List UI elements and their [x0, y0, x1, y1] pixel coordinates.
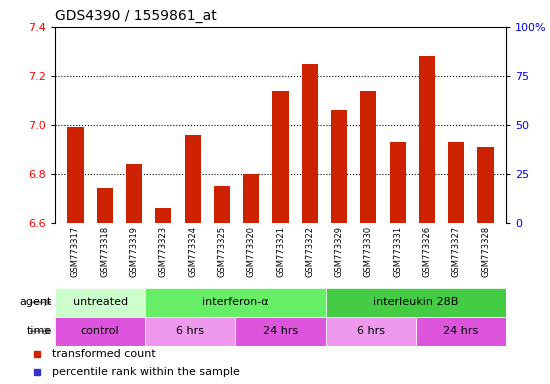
Text: GSM773324: GSM773324 — [188, 226, 197, 277]
Text: GSM773326: GSM773326 — [422, 226, 431, 277]
Point — [452, 83, 460, 89]
Text: GSM773329: GSM773329 — [334, 226, 344, 277]
Text: GSM773317: GSM773317 — [71, 226, 80, 277]
Bar — [272, 91, 289, 223]
Text: interferon-α: interferon-α — [202, 297, 269, 308]
Bar — [55, 288, 145, 317]
Bar — [302, 64, 318, 223]
Text: GSM773319: GSM773319 — [130, 226, 139, 277]
Bar — [416, 317, 506, 346]
Text: GSM773325: GSM773325 — [217, 226, 227, 277]
Bar — [235, 317, 326, 346]
Bar — [477, 147, 493, 223]
Text: time: time — [27, 326, 52, 336]
Bar — [185, 135, 201, 223]
Text: control: control — [81, 326, 119, 336]
Bar — [155, 208, 172, 223]
Point — [422, 79, 431, 85]
Bar — [145, 317, 235, 346]
Bar — [243, 174, 259, 223]
Bar — [326, 317, 416, 346]
Point — [188, 84, 197, 91]
Point — [101, 84, 109, 91]
Point — [71, 81, 80, 87]
Text: GSM773330: GSM773330 — [364, 226, 373, 277]
Point — [364, 81, 373, 87]
Text: 6 hrs: 6 hrs — [177, 326, 204, 336]
Point — [218, 90, 227, 96]
Bar — [145, 288, 326, 317]
Text: GSM773320: GSM773320 — [247, 226, 256, 277]
Bar — [326, 288, 506, 317]
Bar — [68, 127, 84, 223]
Point — [159, 96, 168, 103]
Text: GSM773322: GSM773322 — [305, 226, 314, 277]
Point — [305, 79, 314, 85]
Text: GSM773328: GSM773328 — [481, 226, 490, 277]
Text: GSM773331: GSM773331 — [393, 226, 402, 277]
Bar — [360, 91, 376, 223]
Bar — [126, 164, 142, 223]
Bar — [331, 110, 347, 223]
Bar — [55, 317, 145, 346]
Text: 6 hrs: 6 hrs — [357, 326, 384, 336]
Bar — [389, 142, 406, 223]
Bar — [214, 186, 230, 223]
Bar — [419, 56, 435, 223]
Text: 24 hrs: 24 hrs — [443, 326, 478, 336]
Text: GSM773321: GSM773321 — [276, 226, 285, 277]
Text: untreated: untreated — [73, 297, 128, 308]
Text: GSM773327: GSM773327 — [452, 226, 461, 277]
Point — [334, 83, 343, 89]
Bar — [97, 189, 113, 223]
Text: 24 hrs: 24 hrs — [263, 326, 298, 336]
Text: percentile rank within the sample: percentile rank within the sample — [52, 366, 240, 377]
Point — [130, 84, 139, 91]
Bar — [448, 142, 464, 223]
Text: GDS4390 / 1559861_at: GDS4390 / 1559861_at — [55, 9, 217, 23]
Point — [393, 84, 402, 91]
Text: interleukin 28B: interleukin 28B — [373, 297, 459, 308]
Point — [247, 86, 256, 93]
Text: transformed count: transformed count — [52, 349, 156, 359]
Text: agent: agent — [20, 297, 52, 308]
Point — [481, 84, 490, 91]
Text: GSM773318: GSM773318 — [100, 226, 109, 277]
Point — [276, 79, 285, 85]
Text: GSM773323: GSM773323 — [159, 226, 168, 277]
